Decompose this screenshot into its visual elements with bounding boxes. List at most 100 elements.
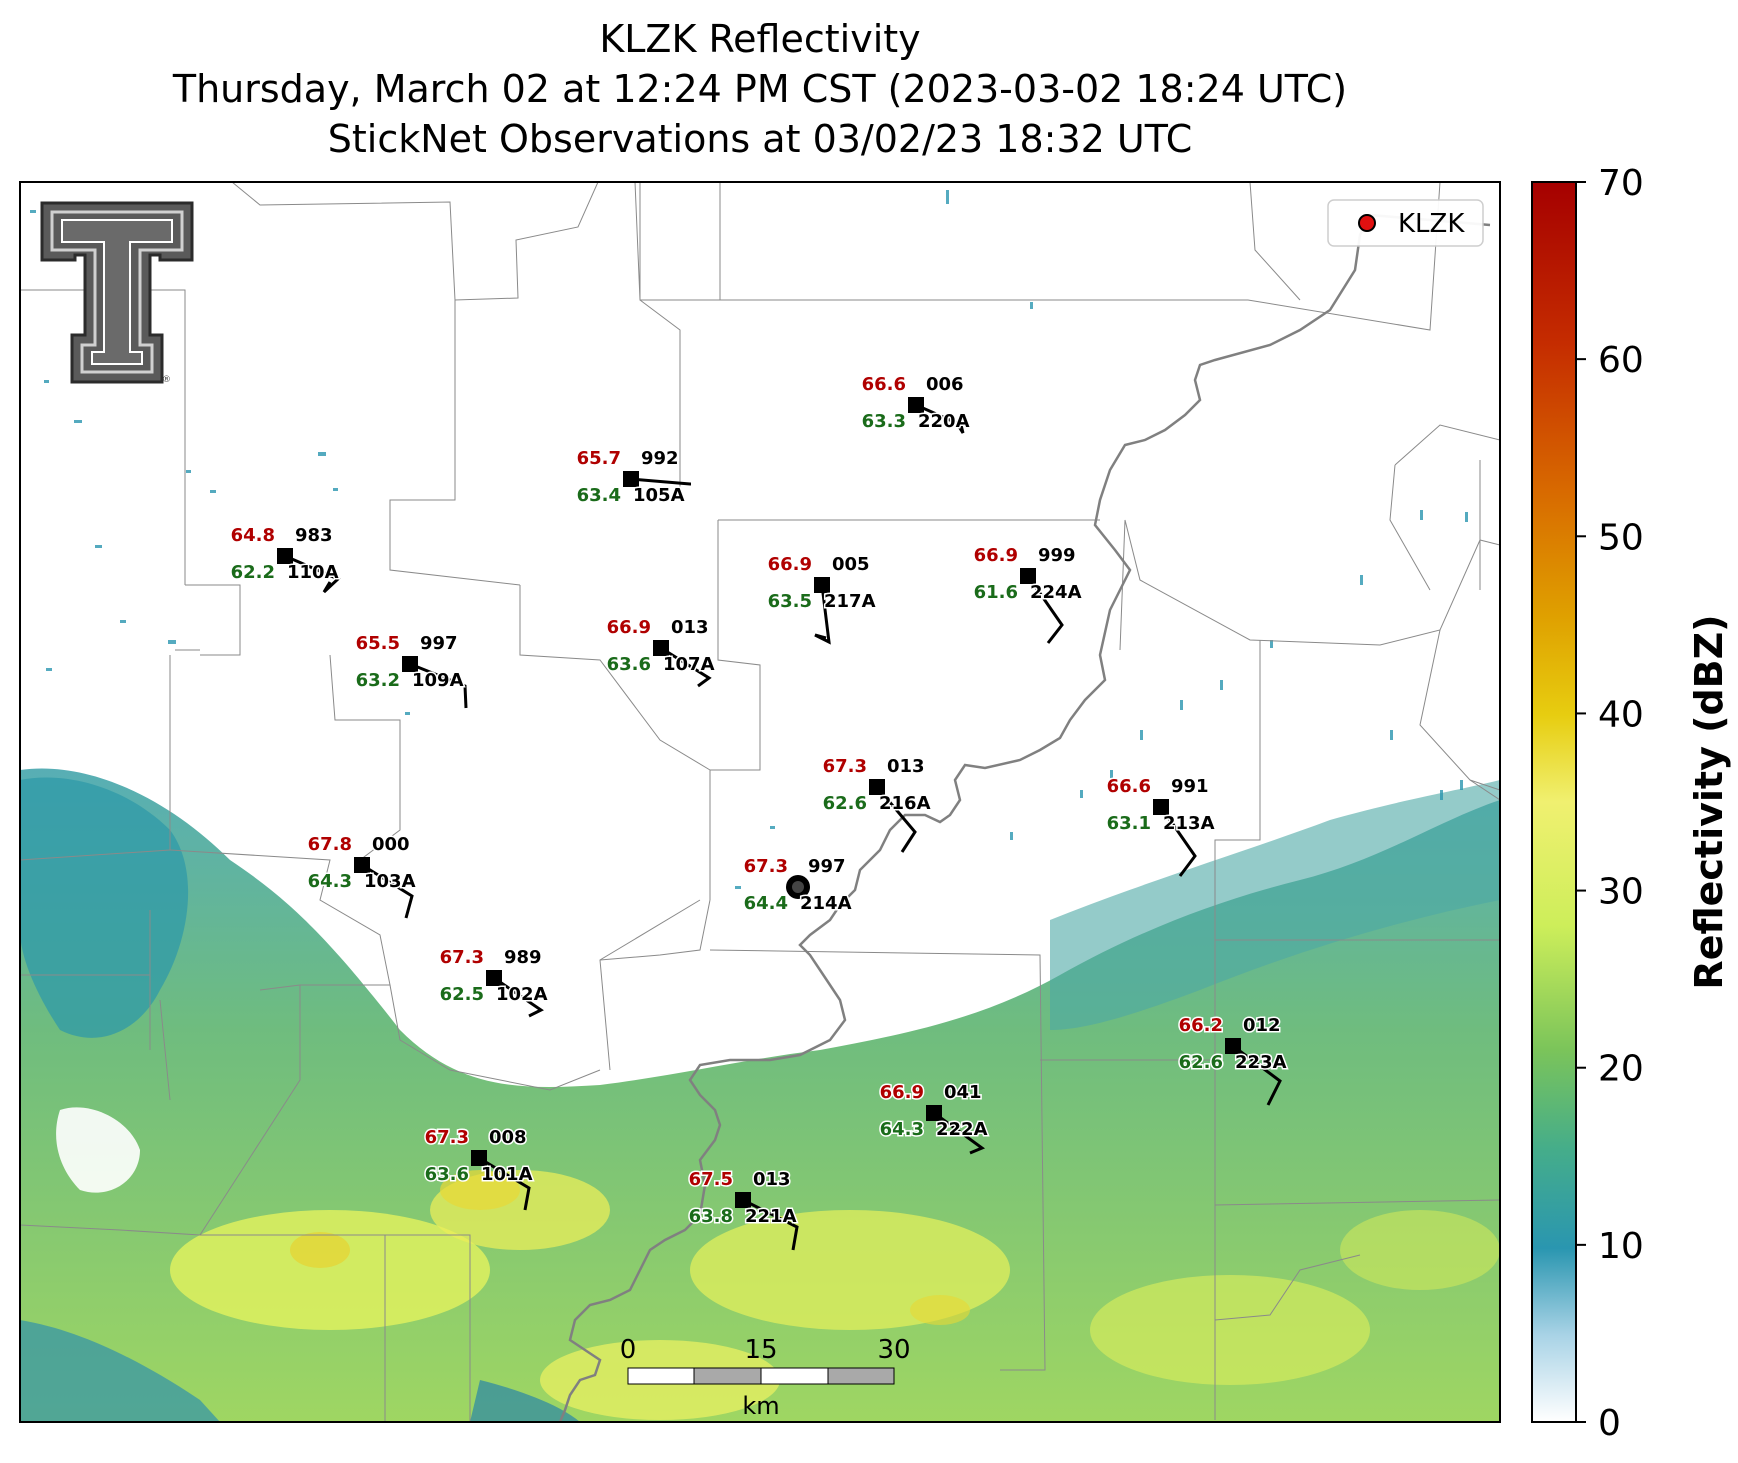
- station-pressure: 008: [489, 1127, 527, 1148]
- station-plot-109A[interactable]: 65.5 997 63.2 109A: [354, 632, 468, 709]
- station-plot-220A[interactable]: 66.6 006 63.3 220A: [860, 373, 971, 434]
- station-plot-103A[interactable]: 67.8 000 64.3 103A: [306, 833, 417, 919]
- station-plot-217A[interactable]: 66.9 005 63.5 217A: [766, 553, 877, 645]
- station-marker: [486, 970, 502, 986]
- station-dewpoint: 61.6: [974, 582, 1018, 603]
- station-temperature: 65.7: [577, 448, 621, 469]
- station-dewpoint: 62.6: [1179, 1052, 1223, 1073]
- wind-barb: [478, 1156, 531, 1211]
- station-temperature: 67.3: [440, 947, 484, 968]
- station-dewpoint: 63.3: [862, 411, 906, 432]
- station-marker: [869, 779, 885, 795]
- station-dewpoint: 63.6: [425, 1164, 469, 1185]
- station-id: 109A: [412, 670, 464, 691]
- scale-unit: km: [742, 1392, 779, 1420]
- station-plot-223A[interactable]: 66.2 012 62.6 223A: [1177, 1014, 1288, 1106]
- station-pressure: 997: [808, 856, 846, 877]
- station-dewpoint: 63.1: [1107, 813, 1151, 834]
- station-id: 110A: [287, 562, 339, 583]
- texas-tech-logo: ®: [40, 201, 194, 385]
- station-marker: [1020, 568, 1036, 584]
- station-pressure: 989: [504, 947, 542, 968]
- station-pressure: 997: [420, 633, 458, 654]
- station-plot-224A[interactable]: 66.9 999 61.6 224A: [972, 544, 1083, 644]
- wind-barb: [493, 976, 544, 1018]
- station-plot-101A[interactable]: 67.3 008 63.6 101A: [423, 1126, 534, 1211]
- station-temperature: 65.5: [356, 633, 400, 654]
- colorbar-tick-label: 0: [1598, 1403, 1621, 1444]
- station-id: 221A: [745, 1206, 797, 1227]
- station-marker: [1225, 1038, 1241, 1054]
- station-dewpoint: 64.3: [308, 871, 352, 892]
- wind-barb: [284, 554, 341, 594]
- station-marker: [623, 471, 639, 487]
- scale-tick-0: 0: [620, 1335, 637, 1365]
- colorbar-ticks: 0 10 20 30 40 50 60 70: [1576, 163, 1644, 1444]
- station-id: 103A: [364, 871, 416, 892]
- station-marker: [926, 1105, 942, 1121]
- colorbar-gradient: [1531, 181, 1577, 1423]
- station-dewpoint: 63.8: [689, 1206, 733, 1227]
- station-temperature: 67.8: [308, 834, 352, 855]
- station-marker: [814, 577, 830, 593]
- station-dewpoint: 63.6: [607, 654, 651, 675]
- colorbar: 0 10 20 30 40 50 60 70 Reflectivity (dBZ): [1531, 163, 1731, 1444]
- station-id: 101A: [481, 1164, 533, 1185]
- station-id: 216A: [879, 793, 931, 814]
- station-plot-216A[interactable]: 67.3 013 62.6 216A: [821, 755, 932, 853]
- station-id: 214A: [800, 893, 852, 914]
- station-plot-222A[interactable]: 66.9 041 64.3 222A: [878, 1081, 989, 1155]
- station-dewpoint: 63.2: [356, 670, 400, 691]
- station-marker: [735, 1192, 751, 1208]
- scale-tick-30: 30: [877, 1335, 910, 1365]
- station-temperature: 67.5: [689, 1169, 733, 1190]
- wind-barb: [814, 584, 831, 645]
- radar-site-marker: [1358, 214, 1376, 232]
- station-temperature: 67.3: [823, 756, 867, 777]
- station-pressure: 012: [1243, 1015, 1281, 1036]
- station-id: 220A: [918, 411, 970, 432]
- station-plot-221A[interactable]: 67.5 013 63.8 221A: [687, 1168, 799, 1251]
- svg-text:®: ®: [162, 375, 171, 385]
- station-temperature: 66.6: [1107, 776, 1151, 797]
- wind-barb: [915, 403, 965, 434]
- station-id: 105A: [633, 485, 685, 506]
- wind-barb: [409, 662, 468, 709]
- station-marker: [908, 397, 924, 413]
- station-temperature: 64.8: [231, 525, 275, 546]
- map-frame: [19, 181, 1501, 1423]
- station-temperature: 66.9: [768, 554, 812, 575]
- station-marker: [277, 548, 293, 564]
- colorbar-tick-label: 10: [1598, 1226, 1644, 1267]
- station-temperature: 67.3: [744, 856, 788, 877]
- station-plot-110A[interactable]: 64.8 983 62.2 110A: [229, 524, 341, 594]
- station-plot-107A[interactable]: 66.9 013 63.6 107A: [605, 616, 716, 688]
- river: [558, 213, 1491, 1422]
- station-dewpoint: 62.6: [823, 793, 867, 814]
- station-id: 222A: [936, 1119, 988, 1140]
- station-dewpoint: 64.4: [744, 893, 788, 914]
- station-pressure: 005: [832, 554, 870, 575]
- station-plot-105A[interactable]: 65.7 992 63.4 105A: [575, 447, 691, 508]
- wind-barb: [630, 477, 691, 486]
- station-pressure: 983: [295, 525, 333, 546]
- station-id: 107A: [663, 654, 715, 675]
- station-dewpoint: 63.4: [577, 485, 621, 506]
- station-id: 102A: [496, 984, 548, 1005]
- wind-barb: [1026, 575, 1064, 644]
- station-pressure: 013: [887, 756, 925, 777]
- station-pressure: 013: [753, 1169, 791, 1190]
- station-temperature: 66.9: [607, 617, 651, 638]
- scale-tick-15: 15: [744, 1335, 777, 1365]
- station-dewpoint: 64.3: [880, 1119, 924, 1140]
- title-radar: KLZK Reflectivity: [599, 17, 921, 61]
- station-pressure: 013: [671, 617, 709, 638]
- colorbar-tick-label: 70: [1598, 163, 1644, 204]
- station-pressure: 041: [944, 1082, 982, 1103]
- station-plot-102A[interactable]: 67.3 989 62.5 102A: [438, 946, 549, 1018]
- colorbar-tick-label: 30: [1598, 872, 1644, 913]
- station-plot-213A[interactable]: 66.6 991 63.1 213A: [1105, 775, 1216, 877]
- station-temperature: 66.9: [974, 545, 1018, 566]
- station-plot-214A[interactable]: 67.3 997 64.4 214A: [742, 855, 853, 916]
